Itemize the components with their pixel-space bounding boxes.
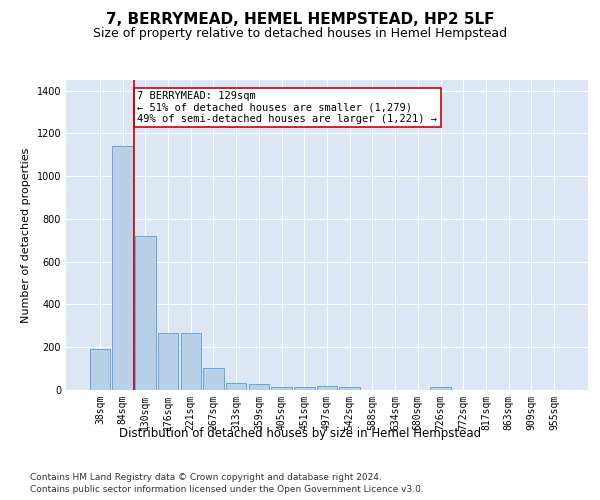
Bar (135, 236, 155, 390)
Text: Size of property relative to detached houses in Hemel Hempstead: Size of property relative to detached ho… (93, 28, 507, 40)
Bar (158, 334, 178, 390)
Bar (90, 350, 110, 390)
Bar (430, 387, 451, 390)
Text: Distribution of detached houses by size in Hemel Hempstead: Distribution of detached houses by size … (119, 428, 481, 440)
Bar (112, 146, 133, 390)
Bar (203, 368, 224, 390)
Text: 7, BERRYMEAD, HEMEL HEMPSTEAD, HP2 5LF: 7, BERRYMEAD, HEMEL HEMPSTEAD, HP2 5LF (106, 12, 494, 28)
Bar (340, 387, 360, 390)
Bar (226, 382, 247, 390)
Text: Contains HM Land Registry data © Crown copyright and database right 2024.: Contains HM Land Registry data © Crown c… (30, 472, 382, 482)
Bar (317, 386, 337, 390)
Text: Contains public sector information licensed under the Open Government Licence v3: Contains public sector information licen… (30, 485, 424, 494)
Bar (271, 387, 292, 390)
Bar (248, 384, 269, 390)
Bar (294, 387, 314, 390)
Bar (181, 334, 201, 390)
Y-axis label: Number of detached properties: Number of detached properties (21, 148, 31, 322)
Text: 7 BERRYMEAD: 129sqm
← 51% of detached houses are smaller (1,279)
49% of semi-det: 7 BERRYMEAD: 129sqm ← 51% of detached ho… (137, 90, 437, 124)
